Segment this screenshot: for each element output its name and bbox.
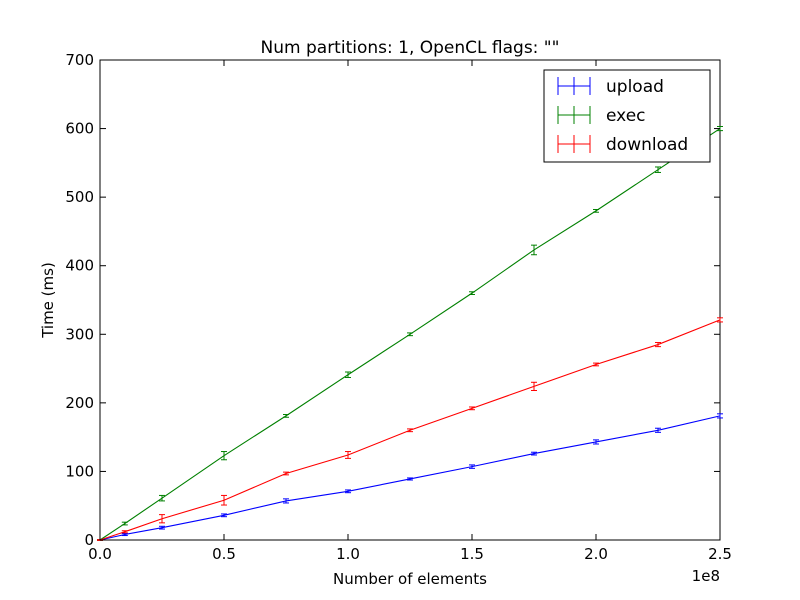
tick-layer: 0.0 0.5 1.0 1.5 2.0 2.5 0 100 200 300 400 500 600 700 xyxy=(65,51,732,563)
x-tick-label: 0.5 xyxy=(212,545,236,563)
error-bar xyxy=(221,513,227,518)
legend-item-exec: exec xyxy=(557,106,646,126)
y-tick-label: 700 xyxy=(65,51,94,69)
error-bar xyxy=(407,477,413,481)
error-bar xyxy=(407,428,413,433)
series-line-upload xyxy=(99,415,721,541)
legend-label: download xyxy=(606,135,688,155)
legend-item-upload: upload xyxy=(557,77,664,97)
error-bar xyxy=(159,494,165,502)
chart-title: Num partitions: 1, OpenCL flags: "" xyxy=(261,38,560,58)
error-bar xyxy=(407,332,413,337)
error-bar xyxy=(655,427,661,433)
error-bar xyxy=(655,166,661,173)
error-bar xyxy=(159,525,165,530)
series-download xyxy=(97,317,723,541)
legend-item-download: download xyxy=(557,135,688,155)
error-bar xyxy=(717,317,723,323)
error-bar xyxy=(593,362,599,367)
legend-label: exec xyxy=(606,106,646,126)
error-bar xyxy=(159,514,165,524)
series-layer xyxy=(97,126,723,541)
x-tick-label: 1.0 xyxy=(336,545,360,563)
error-bar xyxy=(593,439,599,445)
error-bar xyxy=(121,532,128,537)
y-tick-label: 600 xyxy=(65,120,94,138)
x-tick-label: 1.5 xyxy=(460,545,484,563)
error-bar xyxy=(121,521,128,526)
error-bar xyxy=(717,413,723,419)
x-tick-label: 2.5 xyxy=(708,545,732,563)
error-bar xyxy=(345,451,351,459)
error-bar xyxy=(221,451,227,461)
x-tick-label: 2.0 xyxy=(584,545,608,563)
error-bar xyxy=(469,406,475,411)
error-bar xyxy=(593,208,599,213)
error-bar xyxy=(283,414,289,418)
y-axis-label: Time (ms) xyxy=(39,262,57,339)
error-bar xyxy=(283,498,289,504)
error-bar xyxy=(469,291,475,296)
error-bar xyxy=(221,494,227,506)
legend-box xyxy=(543,69,711,163)
legend: upload exec download xyxy=(543,69,711,163)
error-bar xyxy=(531,381,537,392)
y-tick-label: 400 xyxy=(65,257,94,275)
error-bar xyxy=(283,471,289,476)
series-line-download xyxy=(99,319,721,541)
error-bar xyxy=(655,342,661,348)
error-bar xyxy=(531,244,537,256)
legend-label: upload xyxy=(606,77,664,97)
x-axis-offset-label: 1e8 xyxy=(692,567,720,585)
y-tick-label: 200 xyxy=(65,394,94,412)
error-bar xyxy=(469,464,475,469)
x-axis-label: Number of elements xyxy=(333,570,487,588)
y-tick-label: 500 xyxy=(65,188,94,206)
error-bar xyxy=(121,530,128,534)
series-upload xyxy=(97,413,723,541)
error-bar xyxy=(345,371,351,378)
error-bar xyxy=(531,451,537,456)
y-tick-label: 100 xyxy=(65,462,94,480)
y-tick-label: 300 xyxy=(65,325,94,343)
x-tick-label: 0.0 xyxy=(88,545,112,563)
y-tick-label: 0 xyxy=(84,531,94,549)
error-bar xyxy=(345,489,351,494)
series-line-exec xyxy=(99,128,721,541)
